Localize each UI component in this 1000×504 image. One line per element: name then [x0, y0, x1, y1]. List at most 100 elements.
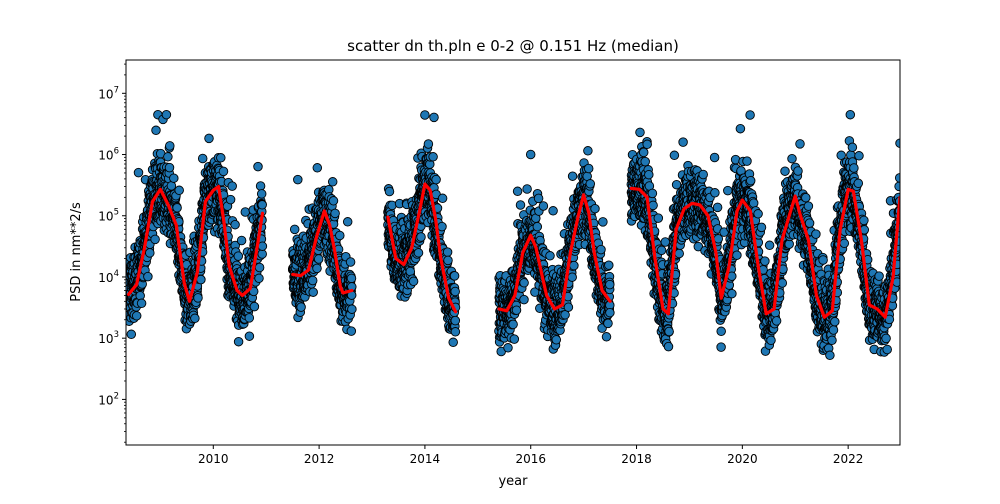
scatter-point [161, 109, 172, 120]
scatter-point [664, 326, 674, 337]
scatter-point [442, 247, 453, 257]
scatter-point [519, 294, 529, 305]
scatter-point [443, 255, 453, 266]
scatter-point [218, 166, 229, 177]
scatter-point [249, 301, 260, 312]
scatter-point [503, 343, 513, 353]
scatter-point [143, 271, 153, 282]
scatter-point [709, 152, 720, 163]
scatter-point [601, 332, 612, 342]
scatter-point [384, 186, 395, 197]
scatter-point [745, 175, 756, 186]
scatter-point [548, 206, 558, 216]
scatter-point [429, 112, 439, 123]
scatter-point [437, 221, 447, 232]
scatter-point [604, 260, 614, 270]
scatter-point [567, 171, 578, 181]
scatter-point [563, 302, 574, 312]
scatter-point [172, 203, 182, 213]
scatter-point [640, 156, 650, 167]
scatter-point [512, 186, 523, 197]
scatter-point [225, 194, 236, 205]
scatter-point [511, 305, 522, 315]
scatter-point [255, 181, 266, 191]
scatter-point [133, 167, 144, 178]
scatter-point [257, 249, 267, 259]
scatter-point [644, 169, 654, 180]
scatter-point [420, 110, 430, 120]
scatter-point [342, 217, 353, 227]
scatter-point [193, 293, 203, 303]
scatter-point [663, 341, 674, 352]
scatter-point [647, 188, 658, 199]
scatter-point [236, 235, 247, 246]
scatter-point [131, 311, 142, 321]
scatter-point [312, 163, 323, 173]
scatter-point [244, 331, 255, 341]
scatter-point [732, 250, 742, 260]
scatter-point [716, 326, 726, 337]
scatter-point [745, 110, 755, 120]
scatter-point [163, 152, 173, 162]
scatter-point [244, 313, 255, 323]
scatter-point [190, 313, 200, 324]
scatter-point [678, 137, 688, 147]
scatter-point [653, 213, 664, 223]
scatter-point [449, 271, 460, 281]
scatter-point [533, 193, 544, 204]
scatter-point [727, 288, 737, 299]
scatter-point [598, 217, 608, 227]
scatter-point [569, 260, 579, 271]
scatter-point [723, 185, 733, 196]
scatter-point [416, 232, 426, 242]
scatter-point [169, 173, 179, 183]
scatter-point [345, 257, 356, 267]
scatter-point [669, 150, 680, 161]
scatter-point [308, 287, 318, 297]
scatter-point [515, 200, 526, 210]
scatter-point [431, 174, 441, 185]
scatter-point [136, 298, 147, 309]
scatter-point [253, 161, 263, 172]
scatter-point [312, 263, 322, 274]
scatter-point [638, 147, 649, 158]
scatter-point [233, 251, 244, 261]
scatter-point [590, 203, 600, 214]
scatter-point [603, 318, 613, 329]
scatter-point [254, 262, 265, 273]
scatter-point [335, 230, 345, 241]
scatter-point [642, 139, 652, 150]
scatter-point [635, 127, 645, 138]
scatter-point [596, 244, 606, 255]
scatter-point [423, 139, 434, 149]
scatter-point [585, 179, 596, 189]
scatter-point [583, 163, 594, 174]
scatter-point [230, 219, 240, 230]
scatter-point [328, 196, 339, 206]
scatter-point [742, 156, 752, 166]
scatter-point [257, 200, 267, 210]
scatter-point [216, 153, 226, 163]
scatter-point [227, 181, 237, 191]
scatter-point [289, 224, 300, 235]
scatter-point [408, 276, 419, 287]
scatter-point [450, 286, 460, 297]
scatter-point [525, 149, 536, 160]
scatter-point [196, 274, 206, 285]
scatter-point [605, 279, 615, 290]
scatter-point [532, 221, 543, 232]
scatter-point [197, 153, 208, 164]
scatter-point [712, 202, 723, 213]
scatter-point [313, 254, 324, 264]
scatter-point [753, 209, 763, 219]
scatter-point [437, 193, 448, 204]
scatter-point [151, 125, 161, 136]
scatter-point [567, 272, 577, 282]
scatter-point [327, 177, 338, 187]
scatter-point [150, 234, 160, 245]
scatter-point [126, 329, 137, 340]
scatter-point [450, 315, 461, 326]
scatter-point [256, 189, 267, 199]
